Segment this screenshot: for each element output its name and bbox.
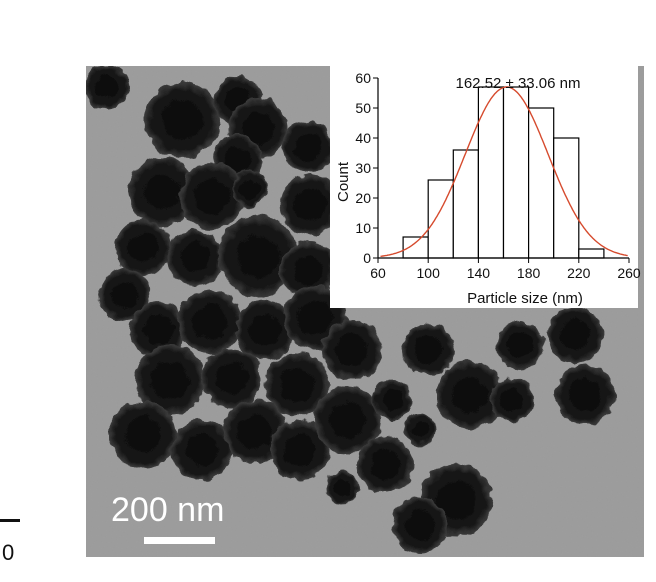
- nanoparticle: [265, 353, 329, 417]
- x-tick-label: 260: [617, 265, 641, 281]
- gaussian-fit-curve: [380, 86, 628, 257]
- scale-bar: 200 nm: [111, 491, 224, 544]
- edge-fragment-text: 0: [2, 540, 14, 565]
- nanoparticle: [314, 386, 382, 454]
- histogram-bar: [578, 248, 605, 259]
- nanoparticle: [86, 66, 129, 109]
- nanoparticle: [167, 230, 223, 286]
- y-tick-label: 30: [355, 160, 371, 176]
- nanoparticle-cluster: [86, 66, 615, 553]
- inset-histogram: 0 10 20 30 40 50 60 60 100 140 180 220 260 162.52 ± …: [330, 66, 641, 308]
- y-tick-label: 0: [363, 250, 371, 266]
- nanoparticle: [99, 269, 151, 321]
- nanoparticle: [218, 216, 298, 296]
- nanoparticle: [280, 175, 340, 235]
- scale-bar-label: 200 nm: [111, 491, 224, 529]
- histogram-title: 162.52 ± 33.06 nm: [456, 75, 581, 92]
- histogram-bar: [477, 86, 505, 259]
- nanoparticle: [555, 365, 615, 425]
- nanoparticle: [144, 82, 220, 158]
- nanoparticle: [115, 220, 171, 276]
- x-tick-label: 100: [417, 265, 441, 281]
- nanoparticle: [490, 378, 534, 422]
- nanoparticle: [282, 121, 334, 173]
- y-tick-label: 40: [355, 130, 371, 146]
- nanoparticle: [202, 348, 262, 408]
- nanoparticle: [130, 302, 186, 358]
- nanoparticle: [178, 290, 242, 354]
- x-tick-label: 60: [370, 265, 386, 281]
- nanoparticle: [128, 158, 196, 226]
- nanoparticle: [436, 361, 504, 429]
- nanoparticle: [547, 307, 603, 363]
- histogram-x-label: Particle size (nm): [467, 290, 583, 307]
- histogram-bar: [527, 107, 555, 259]
- y-tick-label: 60: [355, 70, 371, 86]
- nanoparticle: [270, 420, 330, 480]
- nanoparticle: [357, 437, 413, 493]
- nanoparticle: [402, 324, 454, 376]
- edge-fragment: 0: [0, 519, 20, 565]
- nanoparticle: [404, 414, 436, 446]
- nanoparticle: [235, 300, 295, 360]
- nanoparticle: [135, 345, 205, 415]
- nanoparticle: [280, 242, 336, 298]
- edge-fragment-line: [0, 519, 20, 522]
- histogram-bar: [452, 149, 479, 259]
- nanoparticle: [109, 401, 177, 469]
- histogram-bar: [402, 236, 429, 259]
- y-tick-label: 10: [355, 220, 371, 236]
- histogram-bar: [502, 86, 530, 259]
- nanoparticle: [179, 163, 245, 229]
- x-tick-label: 180: [517, 265, 541, 281]
- nanoparticle: [172, 420, 232, 480]
- scale-bar-line: [144, 537, 215, 544]
- nanoparticle: [326, 472, 358, 504]
- x-tick-label: 220: [567, 265, 591, 281]
- nanoparticle: [232, 171, 268, 207]
- histogram-plot: 0 10 20 30 40 50 60 60 100 140 180 220 260: [355, 70, 640, 281]
- histogram-y-label: Count: [335, 161, 352, 202]
- nanoparticle: [322, 320, 382, 380]
- y-tick-label: 20: [355, 190, 371, 206]
- y-tick-label: 50: [355, 100, 371, 116]
- nanoparticle: [496, 321, 544, 369]
- nanoparticle: [392, 497, 448, 553]
- nanoparticle: [372, 380, 412, 420]
- x-tick-label: 140: [467, 265, 491, 281]
